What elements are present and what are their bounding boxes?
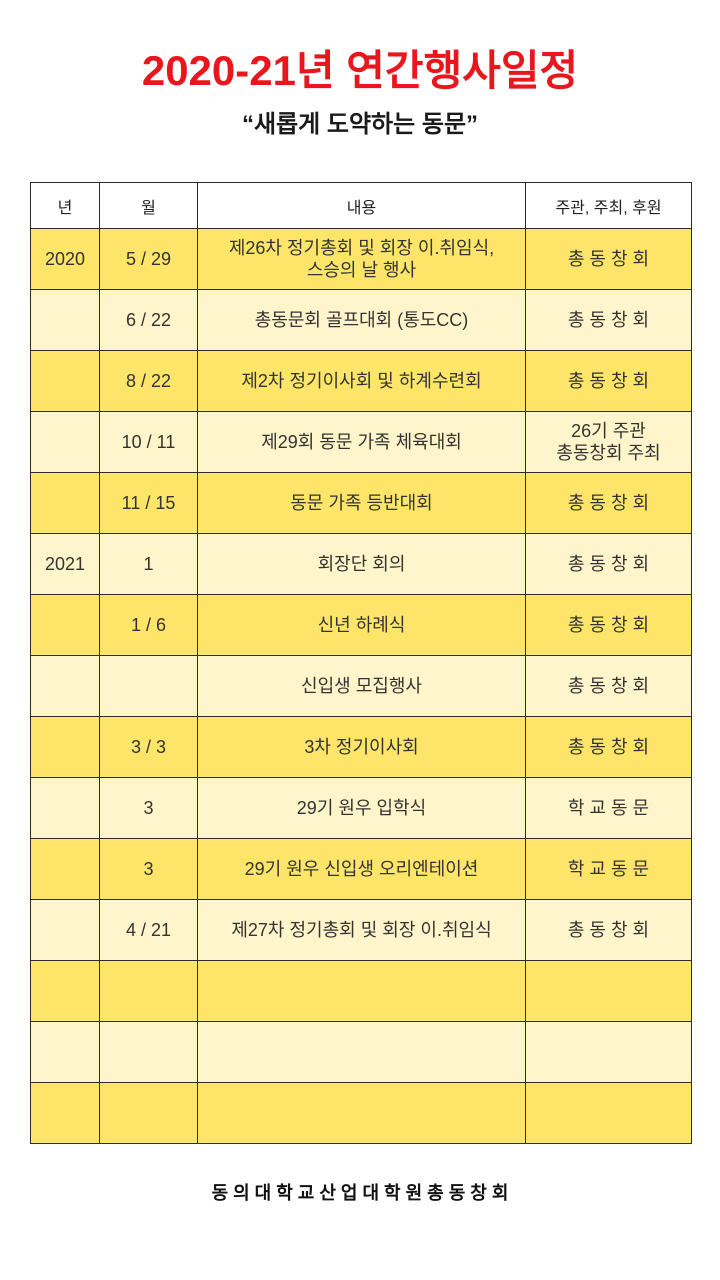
cell-month	[99, 960, 198, 1022]
cell-host: 학 교 동 문	[525, 838, 692, 900]
table-row: 8 / 22 제2차 정기이사회 및 하계수련회 총 동 창 회	[30, 350, 692, 412]
header-row: 년 월 내용 주관, 주최, 후원	[30, 182, 692, 229]
cell-content	[197, 1021, 526, 1083]
cell-content: 신입생 모집행사	[197, 655, 526, 717]
cell-month: 8 / 22	[99, 350, 198, 412]
table-row	[30, 960, 692, 1022]
cell-host: 총 동 창 회	[525, 228, 692, 290]
header-month: 월	[99, 182, 198, 229]
cell-host: 학 교 동 문	[525, 777, 692, 839]
cell-year	[30, 289, 100, 351]
cell-host	[525, 960, 692, 1022]
table-row: 11 / 15 동문 가족 등반대회 총 동 창 회	[30, 472, 692, 534]
table-row: 3 / 3 3차 정기이사회 총 동 창 회	[30, 716, 692, 778]
cell-content: 3차 정기이사회	[197, 716, 526, 778]
cell-host: 26기 주관 총동창회 주최	[525, 411, 692, 473]
table-row: 2020 5 / 29 제26차 정기총회 및 회장 이.취임식, 스승의 날 …	[30, 228, 692, 290]
cell-content: 제29회 동문 가족 체육대회	[197, 411, 526, 473]
cell-month: 11 / 15	[99, 472, 198, 534]
cell-month: 5 / 29	[99, 228, 198, 290]
header-host: 주관, 주최, 후원	[525, 182, 692, 229]
cell-month: 4 / 21	[99, 899, 198, 961]
cell-year	[30, 1021, 100, 1083]
cell-year	[30, 472, 100, 534]
cell-year	[30, 716, 100, 778]
table-row: 3 29기 원우 신입생 오리엔테이션 학 교 동 문	[30, 838, 692, 900]
table-row: 1 / 6 신년 하례식 총 동 창 회	[30, 594, 692, 656]
cell-content: 총동문회 골프대회 (통도CC)	[197, 289, 526, 351]
cell-host: 총 동 창 회	[525, 655, 692, 717]
cell-year: 2021	[30, 533, 100, 595]
cell-host: 총 동 창 회	[525, 594, 692, 656]
table-row: 신입생 모집행사 총 동 창 회	[30, 655, 692, 717]
cell-content: 제26차 정기총회 및 회장 이.취임식, 스승의 날 행사	[197, 228, 526, 290]
cell-month	[99, 1082, 198, 1144]
cell-month: 1 / 6	[99, 594, 198, 656]
table-row	[30, 1021, 692, 1083]
cell-host: 총 동 창 회	[525, 289, 692, 351]
page-title: 2020-21년 연간행사일정	[141, 47, 579, 94]
cell-year	[30, 655, 100, 717]
table-row	[30, 1082, 692, 1144]
cell-month: 3 / 3	[99, 716, 198, 778]
cell-host	[525, 1082, 692, 1144]
table-row: 6 / 22 총동문회 골프대회 (통도CC) 총 동 창 회	[30, 289, 692, 351]
page-subtitle: “새롭게 도약하는 동문”	[241, 111, 479, 138]
cell-content: 29기 원우 신입생 오리엔테이션	[197, 838, 526, 900]
cell-host: 총 동 창 회	[525, 899, 692, 961]
cell-year: 2020	[30, 228, 100, 290]
cell-content: 제2차 정기이사회 및 하계수련회	[197, 350, 526, 412]
cell-month: 10 / 11	[99, 411, 198, 473]
cell-month	[99, 1021, 198, 1083]
schedule-table: 년 월 내용 주관, 주최, 후원 2020 5 / 29 제26차 정기총회 …	[30, 182, 692, 1144]
table-row: 10 / 11 제29회 동문 가족 체육대회 26기 주관 총동창회 주최	[30, 411, 692, 473]
cell-month: 3	[99, 777, 198, 839]
cell-content: 회장단 회의	[197, 533, 526, 595]
cell-year	[30, 350, 100, 412]
table-row: 2021 1 회장단 회의 총 동 창 회	[30, 533, 692, 595]
table-row: 4 / 21 제27차 정기총회 및 회장 이.취임식 총 동 창 회	[30, 899, 692, 961]
cell-year	[30, 594, 100, 656]
cell-host: 총 동 창 회	[525, 472, 692, 534]
cell-host: 총 동 창 회	[525, 350, 692, 412]
cell-content: 신년 하례식	[197, 594, 526, 656]
cell-month	[99, 655, 198, 717]
cell-content	[197, 960, 526, 1022]
cell-year	[30, 777, 100, 839]
cell-content: 동문 가족 등반대회	[197, 472, 526, 534]
cell-year	[30, 411, 100, 473]
cell-year	[30, 899, 100, 961]
table-row: 3 29기 원우 입학식 학 교 동 문	[30, 777, 692, 839]
cell-month: 6 / 22	[99, 289, 198, 351]
cell-content: 29기 원우 입학식	[197, 777, 526, 839]
cell-year	[30, 1082, 100, 1144]
cell-content	[197, 1082, 526, 1144]
cell-host	[525, 1021, 692, 1083]
header-content: 내용	[197, 182, 526, 229]
cell-month: 3	[99, 838, 198, 900]
cell-month: 1	[99, 533, 198, 595]
cell-year	[30, 960, 100, 1022]
cell-host: 총 동 창 회	[525, 533, 692, 595]
footer-organization: 동 의 대 학 교 산 업 대 학 원 총 동 창 회	[211, 1183, 509, 1203]
header-year: 년	[30, 182, 100, 229]
cell-year	[30, 838, 100, 900]
cell-host: 총 동 창 회	[525, 716, 692, 778]
cell-content: 제27차 정기총회 및 회장 이.취임식	[197, 899, 526, 961]
